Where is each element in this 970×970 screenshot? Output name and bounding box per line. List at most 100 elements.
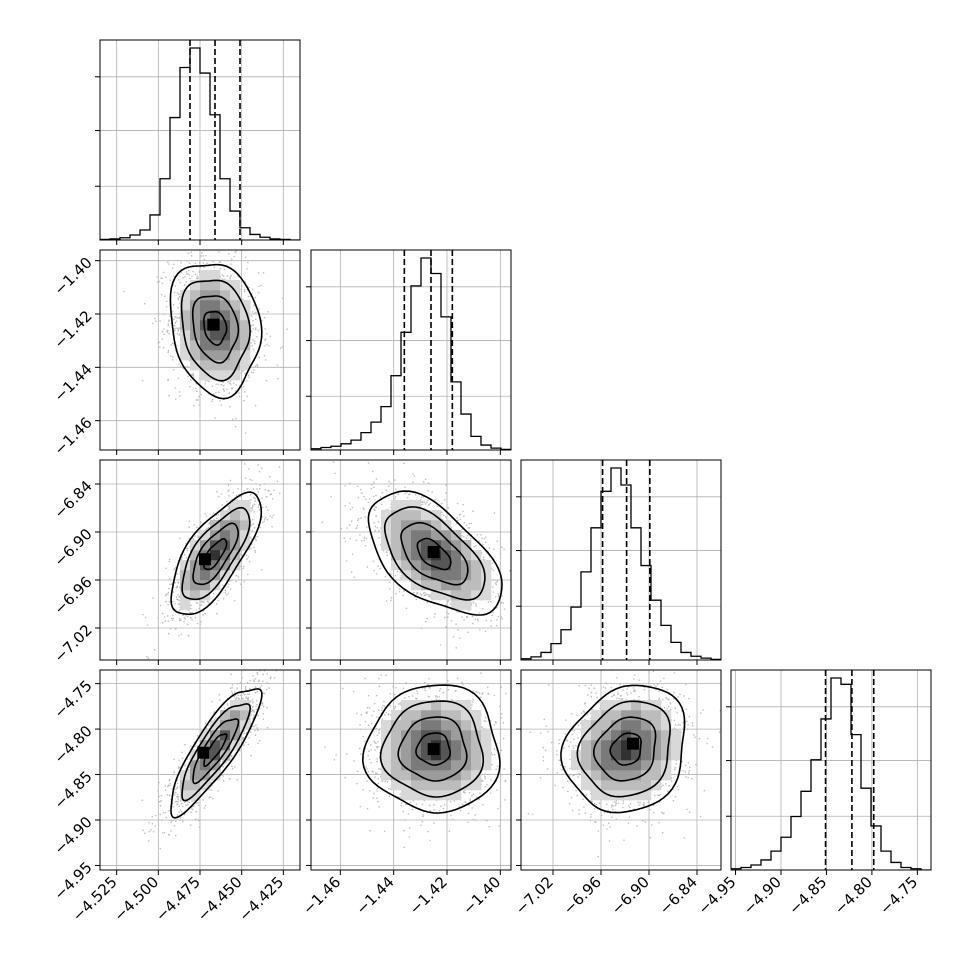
scatter-point [179,619,182,622]
scatter-point [182,614,185,617]
scatter-point [194,535,196,538]
scatter-point [262,506,264,509]
scatter-point [412,481,414,484]
scatter-point [175,320,178,322]
scatter-point [483,556,485,559]
scatter-point [252,348,255,351]
scatter-point [197,399,199,401]
y-tick-label: −6.96 [50,573,95,618]
scatter-point [173,328,175,330]
scatter-point [168,587,170,590]
density-bin [200,290,211,301]
scatter-point [167,379,169,382]
contour-level-1 [192,522,240,586]
y-tick-label: −1.46 [50,414,95,459]
scatter-point [195,390,198,393]
scatter-point [174,316,177,318]
scatter-point [447,507,450,509]
density-bin [411,560,422,571]
scatter-point [424,592,426,594]
scatter-point [355,539,358,542]
scatter-point [277,377,279,380]
scatter-point [396,570,399,573]
density-bin [441,550,452,561]
scatter-point [214,417,216,419]
scatter-point [243,744,245,746]
scatter-point [178,327,180,329]
scatter-point [433,616,436,618]
scatter-point [233,691,236,693]
density-bin [441,570,452,581]
scatter-point [232,382,235,384]
scatter-point [423,501,426,504]
scatter-point [162,271,165,274]
scatter-point [190,251,193,254]
scatter-point [186,365,189,368]
density-bin [401,530,412,541]
contour-level-3 [170,491,263,616]
scatter-point [475,603,477,605]
scatter-point [185,557,188,559]
scatter-point [221,774,223,776]
scatter-point [360,517,362,519]
scatter-point [204,513,206,515]
scatter-point [403,590,405,592]
scatter-point [174,285,177,287]
scatter-point [503,548,505,551]
scatter-point [470,522,473,525]
scatter-point [350,520,353,522]
scatter-point [254,318,257,321]
scatter-point [253,511,255,513]
contour-level-0 [203,537,228,571]
scatter-point [172,303,175,306]
density-bin [210,290,221,301]
scatter-point [381,491,384,494]
scatter-point [180,633,183,636]
density-bin [451,590,462,601]
y-tick-label: −7.02 [50,621,95,666]
scatter-point [230,263,232,265]
scatter-point [191,808,194,811]
density-bin [411,580,422,591]
density-bin [481,580,492,591]
scatter-point [282,483,285,486]
scatter-point [427,482,430,484]
scatter-point [180,271,183,274]
density-bin [421,550,432,561]
scatter-point [172,773,175,776]
scatter-point [497,593,500,595]
scatter-point [163,333,165,335]
scatter-point [221,278,224,280]
scatter-point [281,346,284,348]
scatter-point [171,342,174,344]
scatter-point [475,544,477,547]
scatter-point [255,335,258,338]
scatter-point [446,601,449,603]
density-bin [481,570,492,581]
scatter-point [166,331,169,333]
scatter-point [254,691,257,694]
density-bin [431,570,442,581]
scatter-point [160,293,163,296]
scatter-point [250,315,253,317]
scatter-point [216,490,218,493]
scatter-point [178,766,180,768]
scatter-point [168,332,170,335]
scatter-point [247,295,250,298]
scatter-point [225,593,228,596]
scatter-point [267,509,269,511]
scatter-point [465,615,468,618]
scatter-point [165,305,168,308]
density-bin [391,510,402,521]
scatter-point [222,597,225,600]
density-bin [411,520,422,531]
density-bin [180,310,191,321]
scatter-point [517,625,519,627]
scatter-point [211,385,214,387]
scatter-point [159,320,161,322]
scatter-point [239,682,242,684]
scatter-point [194,262,197,265]
scatter-point [195,601,198,604]
density-bin [210,330,221,341]
